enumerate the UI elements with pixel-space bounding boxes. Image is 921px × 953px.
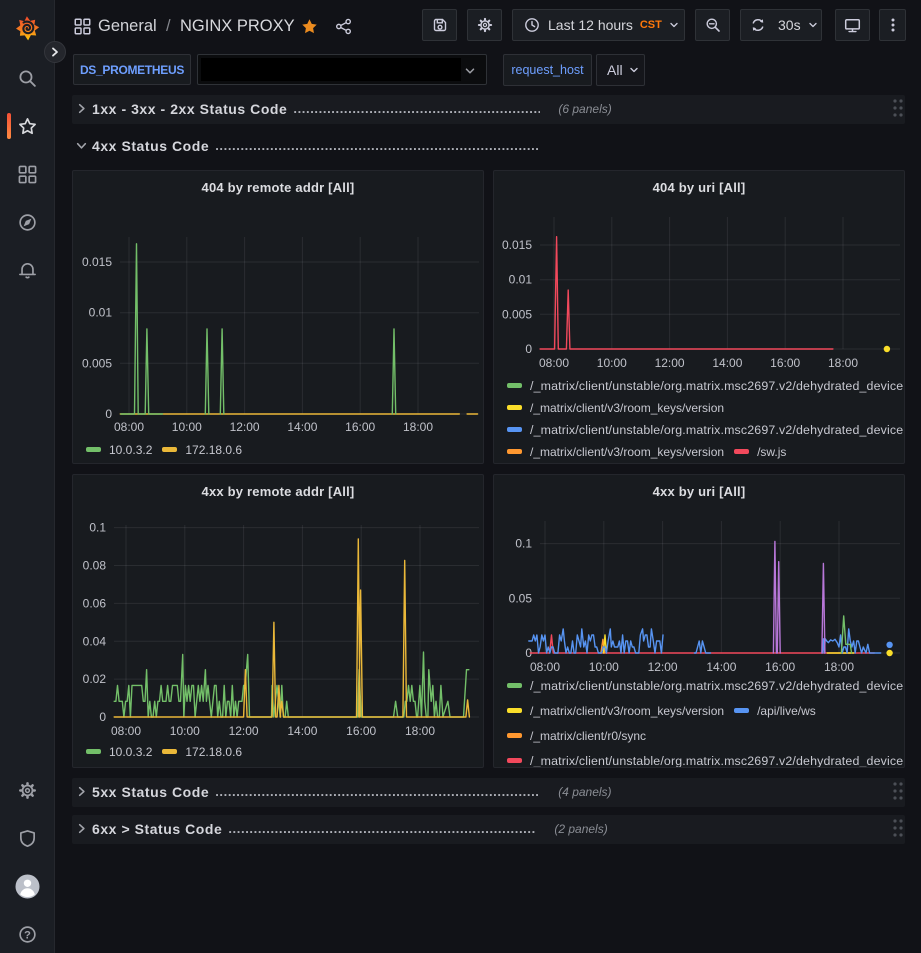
svg-text:0.1: 0.1 xyxy=(89,521,106,535)
svg-text:12:00: 12:00 xyxy=(655,356,685,370)
svg-text:14:00: 14:00 xyxy=(706,660,736,674)
svg-text:14:00: 14:00 xyxy=(712,356,742,370)
svg-text:16:00: 16:00 xyxy=(345,420,375,434)
svg-text:0.005: 0.005 xyxy=(82,356,112,370)
svg-text:12:00: 12:00 xyxy=(230,420,260,434)
svg-text:14:00: 14:00 xyxy=(287,420,317,434)
svg-text:16:00: 16:00 xyxy=(346,724,376,738)
svg-text:0.08: 0.08 xyxy=(83,559,107,573)
svg-text:0: 0 xyxy=(525,342,532,356)
svg-text:18:00: 18:00 xyxy=(828,356,858,370)
svg-text:12:00: 12:00 xyxy=(229,724,259,738)
svg-text:16:00: 16:00 xyxy=(765,660,795,674)
svg-text:0.05: 0.05 xyxy=(509,591,533,605)
svg-text:0.06: 0.06 xyxy=(83,596,107,610)
svg-text:18:00: 18:00 xyxy=(405,724,435,738)
svg-text:08:00: 08:00 xyxy=(114,420,144,434)
svg-text:18:00: 18:00 xyxy=(824,660,854,674)
svg-text:0.02: 0.02 xyxy=(83,672,107,686)
svg-text:0.01: 0.01 xyxy=(509,273,533,287)
svg-text:0.005: 0.005 xyxy=(502,307,532,321)
svg-text:08:00: 08:00 xyxy=(539,356,569,370)
svg-text:0.015: 0.015 xyxy=(82,255,112,269)
svg-text:18:00: 18:00 xyxy=(403,420,433,434)
svg-text:0: 0 xyxy=(525,646,532,660)
svg-text:0: 0 xyxy=(99,710,106,724)
svg-text:08:00: 08:00 xyxy=(111,724,141,738)
svg-text:16:00: 16:00 xyxy=(770,356,800,370)
svg-text:08:00: 08:00 xyxy=(530,660,560,674)
svg-text:?: ? xyxy=(24,929,31,941)
svg-text:0.015: 0.015 xyxy=(502,238,532,252)
svg-text:0.01: 0.01 xyxy=(89,306,113,320)
svg-text:10:00: 10:00 xyxy=(589,660,619,674)
svg-text:0: 0 xyxy=(105,407,112,421)
svg-text:12:00: 12:00 xyxy=(648,660,678,674)
svg-text:14:00: 14:00 xyxy=(287,724,317,738)
svg-text:10:00: 10:00 xyxy=(172,420,202,434)
svg-text:10:00: 10:00 xyxy=(170,724,200,738)
svg-text:0.1: 0.1 xyxy=(515,537,532,551)
svg-text:10:00: 10:00 xyxy=(597,356,627,370)
svg-text:0.04: 0.04 xyxy=(83,634,107,648)
